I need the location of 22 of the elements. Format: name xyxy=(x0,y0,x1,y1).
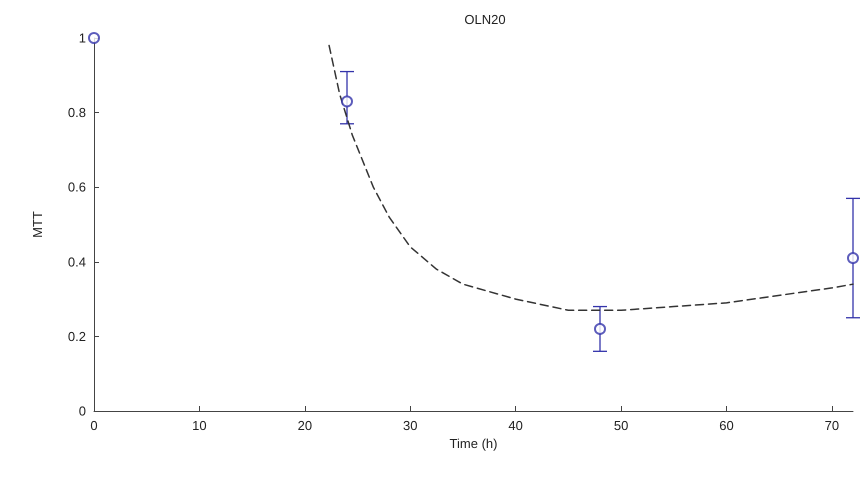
point xyxy=(847,252,859,264)
x-tick-label: 0 xyxy=(90,418,98,433)
x-tick-label: 40 xyxy=(508,418,523,433)
point xyxy=(88,32,100,44)
x-tick-label: 10 xyxy=(192,418,207,433)
y-tick-label: 0.4 xyxy=(68,254,86,270)
y-tick-label: 0.8 xyxy=(68,105,86,120)
x-tick-label: 20 xyxy=(298,418,312,433)
point xyxy=(341,95,353,108)
y-tick-label: 1 xyxy=(78,30,86,46)
y-tick-label: 0 xyxy=(78,404,86,418)
y-tick-label: 0.2 xyxy=(68,328,86,344)
x-tick-label: 70 xyxy=(824,418,840,433)
x-axis-title: Time (h) xyxy=(450,436,498,451)
point xyxy=(594,322,606,335)
x-tick-label: 50 xyxy=(614,418,628,433)
x-tick-label: 60 xyxy=(719,418,734,433)
line-series xyxy=(328,44,854,312)
y-tick-label: 0.6 xyxy=(68,180,86,195)
chart-title: OLN20 xyxy=(464,12,506,27)
x-tick-label: 30 xyxy=(403,418,418,433)
y-axis-title: MTT xyxy=(30,211,45,238)
